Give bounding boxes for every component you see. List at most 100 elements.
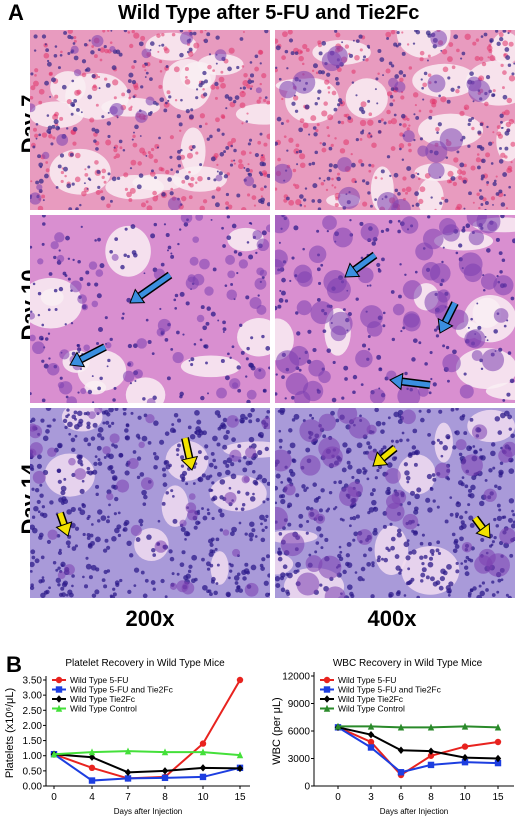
- micrograph-day10-400x: [275, 215, 515, 403]
- data-point: [367, 722, 375, 730]
- data-point: [397, 746, 405, 754]
- data-point: [161, 748, 169, 756]
- legend-label: Wild Type 5-FU: [70, 675, 128, 685]
- arrow-icon: [55, 511, 73, 537]
- data-point: [161, 774, 169, 782]
- series-2: [334, 723, 502, 763]
- series-line: [337, 726, 499, 760]
- x-tick-label: 0: [335, 792, 341, 803]
- series-line: [53, 753, 241, 782]
- arrow-icon: [372, 444, 398, 467]
- data-point: [494, 723, 502, 731]
- x-tick-label: 15: [492, 792, 504, 803]
- figure-title: Wild Type after 5-FU and Tie2Fc: [118, 2, 420, 24]
- y-tick-label: 1.50: [23, 736, 43, 747]
- magnification-400x: 400x: [367, 606, 417, 631]
- data-point: [494, 738, 502, 746]
- data-point: [334, 722, 342, 730]
- data-point: [461, 743, 469, 750]
- data-point: [461, 722, 469, 730]
- platelet-chart: 0.00 0.50 1.00 1.50 2.00 2.50 3.00 3.50 0 4 7 8 10 15…: [4, 675, 250, 816]
- panel-a-label: A: [8, 0, 24, 25]
- series-line: [53, 753, 241, 774]
- micrograph-day14-200x: [30, 408, 270, 598]
- series-0: [334, 724, 502, 779]
- y-tick-label: 1.00: [23, 751, 43, 762]
- data-point: [397, 723, 405, 731]
- micrograph-day7-200x: [30, 30, 270, 210]
- data-point: [367, 738, 375, 746]
- x-tick-label: 7: [125, 792, 131, 803]
- series-line: [337, 726, 499, 777]
- data-point: [427, 761, 435, 769]
- arrow-icon: [471, 515, 491, 539]
- y-tick-label: 12000: [282, 672, 310, 683]
- legend-label: Wild Type 5-FU: [338, 675, 396, 685]
- arrow-icon: [437, 301, 459, 334]
- data-point: [494, 754, 502, 763]
- data-point: [427, 752, 435, 759]
- data-point: [367, 730, 375, 739]
- legend-label: Wild Type Tie2Fc: [70, 694, 136, 704]
- arrow-icon: [389, 372, 431, 391]
- arrow-icon: [180, 437, 199, 471]
- data-point: [50, 750, 58, 758]
- data-point: [124, 775, 132, 782]
- legend-label: Wild Type 5-FU and Tie2Fc: [70, 685, 174, 695]
- data-point: [397, 769, 405, 776]
- y-tick-label: 3.50: [23, 676, 43, 687]
- y-tick-label: 3000: [288, 754, 311, 765]
- y-tick-label: 6000: [288, 727, 311, 738]
- wbc-chart: 0 3000 6000 9000 12000 0 3 6 8 10 15 Days after Inj…: [271, 672, 514, 816]
- data-point: [88, 748, 96, 756]
- x-tick-label: 4: [89, 792, 95, 803]
- data-point: [199, 748, 207, 756]
- data-point: [367, 744, 375, 751]
- data-point: [88, 764, 96, 772]
- x-tick-label: 6: [398, 792, 404, 803]
- x-tick-label: 10: [197, 792, 209, 803]
- data-point: [161, 767, 169, 775]
- y-tick-label: 2.50: [23, 706, 43, 717]
- wbc-chart-title: WBC Recovery in Wild Type Mice: [332, 658, 483, 669]
- data-point: [461, 758, 469, 766]
- x-tick-label: 15: [234, 792, 246, 803]
- x-tick-label: 0: [51, 792, 57, 803]
- arrow-icon: [69, 343, 107, 368]
- y-tick-label: 3.00: [23, 691, 43, 702]
- data-point: [236, 676, 244, 684]
- legend-label: Wild Type Control: [70, 704, 137, 714]
- data-point: [494, 759, 502, 767]
- micrograph-day10-200x: [30, 215, 270, 403]
- data-point: [124, 747, 132, 755]
- series-line: [53, 750, 241, 757]
- data-point: [427, 723, 435, 731]
- data-point: [124, 768, 132, 777]
- panel-b-label: B: [6, 652, 22, 677]
- series-line: [337, 726, 499, 774]
- arrow-icon: [129, 271, 173, 304]
- series-3: [50, 747, 244, 759]
- y-tick-label: 2.00: [23, 721, 43, 732]
- data-point: [199, 740, 207, 747]
- y-tick-label: 0: [304, 782, 310, 793]
- data-point: [88, 777, 96, 784]
- micrograph-day14-400x: [275, 408, 515, 598]
- magnification-200x: 200x: [125, 606, 175, 631]
- x-axis-label: Days after Injection: [114, 807, 182, 816]
- y-axis-label: WBC (per μL): [271, 697, 283, 764]
- y-tick-label: 0.00: [23, 782, 43, 793]
- data-point: [236, 751, 244, 759]
- platelet-chart-title: Platelet Recovery in Wild Type Mice: [65, 658, 225, 669]
- x-axis-label: Days after Injection: [380, 807, 448, 816]
- x-tick-label: 8: [428, 792, 434, 803]
- series-3: [334, 722, 502, 731]
- x-tick-label: 8: [162, 792, 168, 803]
- micrograph-day7-400x: [275, 30, 515, 210]
- legend-label: Wild Type Tie2Fc: [338, 694, 404, 704]
- data-point: [199, 764, 207, 772]
- y-axis-label: Platelets (x10⁶/μL): [4, 688, 16, 778]
- y-tick-label: 9000: [288, 699, 311, 710]
